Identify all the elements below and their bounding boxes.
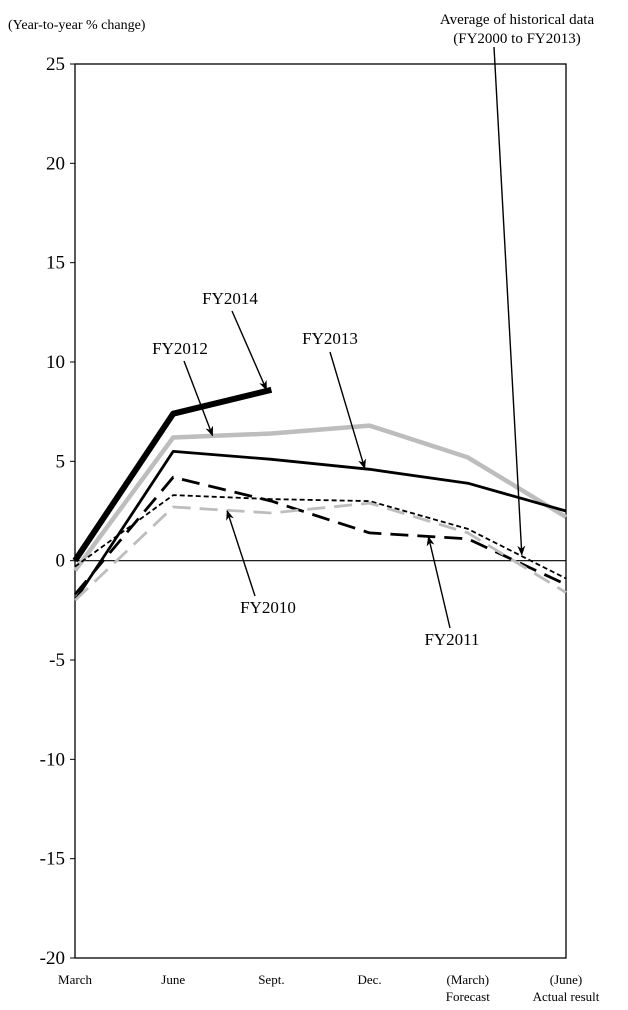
annotation-arrow — [493, 46, 526, 556]
series-line-fy2013 — [73, 450, 567, 602]
y-tick-label: 5 — [56, 451, 66, 472]
plot-frame — [74, 63, 567, 959]
y-tick-labels: 25 20 15 10 5 0 -5 -10 -15 -20 — [40, 54, 75, 969]
series-line-fy2012 — [73, 423, 568, 572]
annotation-arrow — [226, 510, 256, 597]
y-tick-label: 15 — [46, 253, 65, 274]
annotation-arrow — [231, 310, 268, 391]
annotation-label: FY2013 — [302, 329, 358, 348]
x-tick-label: (June) — [550, 972, 583, 987]
annotation-arrow — [426, 535, 451, 629]
x-tick-sublabel: Actual result — [533, 989, 600, 1004]
series-lines — [72, 386, 568, 602]
y-tick-label: -5 — [49, 650, 65, 671]
annotation-label: (FY2000 to FY2013) — [453, 31, 581, 47]
x-tick-sublabel: Forecast — [446, 989, 490, 1004]
y-tick-label: -10 — [40, 749, 65, 770]
annotation-arrow — [329, 351, 366, 470]
y-tick-label: 20 — [46, 153, 65, 174]
y-tick-label: 10 — [46, 352, 65, 373]
y-axis-label: (Year-to-year % change) — [8, 18, 146, 33]
annotation-label: FY2014 — [202, 289, 258, 308]
annotation-label: FY2011 — [424, 630, 479, 649]
annotation-label: Average of historical data — [440, 12, 595, 28]
annotation-label: FY2010 — [240, 598, 296, 617]
annotation-arrow — [183, 360, 214, 437]
annotation-label: FY2012 — [152, 339, 208, 358]
x-tick-label: Dec. — [358, 972, 382, 987]
y-tick-label: 25 — [46, 54, 65, 75]
x-tick-label: (March) — [447, 972, 490, 987]
series-line-average-of-historical-data-fy2000-to-fy2013 — [74, 494, 567, 580]
y-tick-label: -20 — [40, 948, 65, 969]
plot-border — [74, 63, 567, 959]
x-tick-labels: March June Sept. Dec. (March) Forecast (June) A… — [58, 972, 600, 1004]
series-line-fy2010 — [74, 501, 567, 602]
series-line-fy2011 — [73, 475, 567, 596]
x-tick-label: June — [161, 972, 185, 987]
x-tick-label: Sept. — [258, 972, 284, 987]
x-tick-label: March — [58, 972, 92, 987]
series-line-fy2014 — [72, 386, 273, 563]
y-tick-label: 0 — [56, 551, 66, 572]
series-annotations: FY2014 FY2012 FY2013 FY2010 FY2011 Average of… — [152, 12, 594, 649]
y-tick-label: -15 — [40, 849, 65, 870]
